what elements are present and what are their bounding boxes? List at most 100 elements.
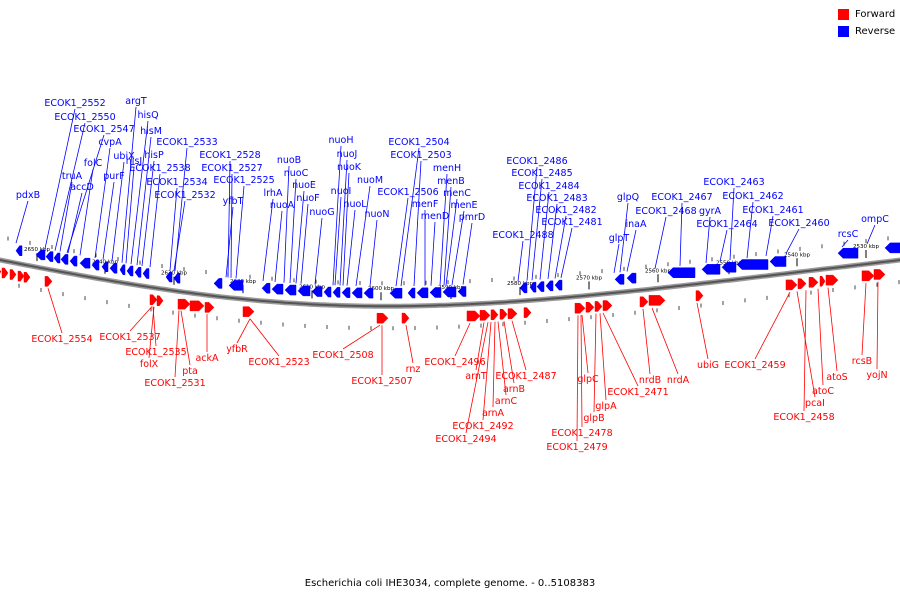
reverse-gene-label: ECOK1_2504	[388, 137, 449, 148]
reverse-gene-label-group: nuoF	[296, 193, 320, 284]
reverse-strand-gene	[545, 280, 554, 292]
reverse-gene-label-group: purF	[102, 171, 125, 260]
reverse-gene-label-group: accD	[67, 182, 94, 254]
reverse-gene-label-group: ECOK1_2464	[696, 219, 758, 262]
reverse-leader-line	[274, 210, 283, 282]
reverse-gene-label: nuoG	[309, 207, 334, 218]
reverse-gene-label: truA	[62, 171, 83, 182]
reverse-gene-label: ECOK1_2464	[696, 219, 757, 230]
reverse-leader-line	[613, 243, 620, 273]
reverse-strand-gene	[228, 280, 244, 291]
reverse-gene-label-group: ECOK1_2463	[703, 177, 765, 261]
forward-strand-gene	[0, 269, 2, 274]
forward-gene-label-group: ECOK1_2531	[144, 310, 206, 389]
forward-strand-gene	[797, 278, 807, 289]
reverse-leader-line	[626, 229, 637, 272]
reverse-gene-label-group: menF	[412, 199, 438, 286]
reverse-gene-label-group: menH	[433, 163, 461, 286]
reverse-gene-label: nuoA	[270, 200, 295, 211]
reverse-gene-label: nuoE	[292, 180, 316, 191]
forward-gene-label: rcsB	[852, 356, 872, 367]
forward-gene-label-group: ECOK1_2537	[99, 306, 161, 343]
forward-gene-label-group: pta	[180, 310, 198, 377]
axis-tick-label: 2630 kbp	[161, 271, 187, 277]
reverse-leader-line	[334, 196, 342, 286]
reverse-leader-line	[547, 203, 558, 280]
reverse-gene-label-group: pmrD	[459, 212, 485, 285]
reverse-strand-gene	[45, 251, 54, 262]
reverse-gene-label: ECOK1_2467	[651, 192, 712, 203]
reverse-gene-label: accD	[70, 182, 94, 193]
reverse-strand-gene	[101, 261, 109, 272]
reverse-leader-line	[262, 198, 274, 282]
forward-gene-label-group: arnA	[482, 321, 505, 419]
reverse-gene-label-group: ECOK1_2484	[518, 181, 580, 280]
reverse-gene-label: ECOK1_2468	[635, 206, 696, 217]
legend-reverse-swatch	[838, 26, 849, 37]
forward-leader-line	[47, 288, 63, 334]
forward-gene-label-group: arnT	[465, 322, 487, 382]
reverse-strand-gene	[323, 286, 332, 298]
forward-strand-gene	[189, 300, 205, 312]
forward-gene-label-group: ECOK1_2507	[351, 325, 413, 387]
forward-gene-label-group: nrdB	[639, 308, 661, 386]
reverse-leader-line	[102, 181, 115, 260]
forward-gene-label: ubiG	[697, 360, 719, 371]
reverse-gene-label: argT	[125, 96, 147, 107]
reverse-strand-gene	[271, 283, 284, 295]
forward-gene-label: atoC	[812, 386, 834, 397]
forward-strand-gene	[639, 296, 649, 308]
forward-gene-label: ECOK1_2507	[351, 376, 412, 387]
forward-gene-label-group: atoC	[812, 288, 834, 397]
reverse-gene-label-group: truA	[59, 171, 83, 252]
reverse-leader-line	[149, 173, 161, 268]
reverse-gene-label: ECOK1_2483	[526, 193, 587, 204]
forward-gene-label: arnB	[503, 384, 525, 395]
forward-gene-label-group: ECOK1_2458	[773, 290, 835, 423]
reverse-gene-label-group: gyrA	[699, 206, 722, 263]
reverse-gene-label-group: ECOK1_2481	[541, 217, 603, 278]
reverse-leader-line	[44, 108, 76, 249]
forward-leader-line	[497, 321, 507, 396]
reverse-leader-line	[526, 166, 538, 281]
reverse-gene-label-group: nuoL	[343, 199, 367, 286]
forward-gene-label: arnT	[465, 371, 487, 382]
forward-gene-label: yojN	[866, 370, 887, 381]
reverse-strand-gene	[721, 262, 737, 273]
forward-leader-line	[580, 315, 583, 428]
reverse-strand-gene	[284, 284, 297, 296]
reverse-gene-label: ECOK1_2486	[506, 156, 567, 167]
forward-gene-label: yfbR	[226, 344, 248, 355]
forward-gene-label: pta	[182, 366, 198, 377]
reverse-leader-line	[94, 147, 111, 259]
forward-gene-label: pcaI	[805, 398, 825, 409]
reverse-strand-gene	[519, 282, 528, 294]
reverse-gene-label-group: ECOK1_2462	[722, 191, 784, 259]
reverse-leader-line	[445, 198, 458, 286]
forward-leader-line	[576, 315, 579, 442]
reverse-gene-label-group: nuoE	[292, 180, 316, 284]
reverse-gene-label: ECOK1_2550	[54, 112, 115, 123]
backbone-line	[0, 258, 900, 308]
reverse-gene-label: ECOK1_2481	[541, 217, 602, 228]
reverse-strand-gene	[261, 282, 271, 294]
reverse-gene-label: ECOK1_2527	[201, 163, 262, 174]
forward-gene-label-group: yojN	[866, 281, 888, 381]
forward-gene-label-group: ECOK1_2479	[546, 315, 608, 453]
reverse-gene-label-group: ECOK1_2483	[526, 193, 588, 280]
forward-gene-label-group: ECOK1_2478	[551, 315, 613, 439]
reverse-gene-label: ECOK1_2484	[518, 181, 579, 192]
forward-gene-label-group: yfbR	[226, 318, 251, 355]
forward-leader-line	[503, 321, 515, 384]
reverse-gene-label: purF	[103, 171, 124, 182]
reverse-leader-line	[539, 191, 550, 280]
reverse-gene-label: menD	[421, 211, 449, 222]
reverse-strand-gene	[351, 287, 363, 299]
reverse-gene-label-group: ECOK1_2482	[535, 205, 597, 279]
reverse-gene-label-group: ECOK1_2504	[388, 137, 450, 287]
reverse-leader-line	[719, 229, 728, 262]
forward-gene-label: glpA	[595, 401, 617, 412]
forward-gene-label: ECOK1_2508	[312, 350, 373, 361]
reverse-gene-label-group: nuoM	[355, 175, 383, 286]
forward-leader-line	[642, 308, 651, 375]
